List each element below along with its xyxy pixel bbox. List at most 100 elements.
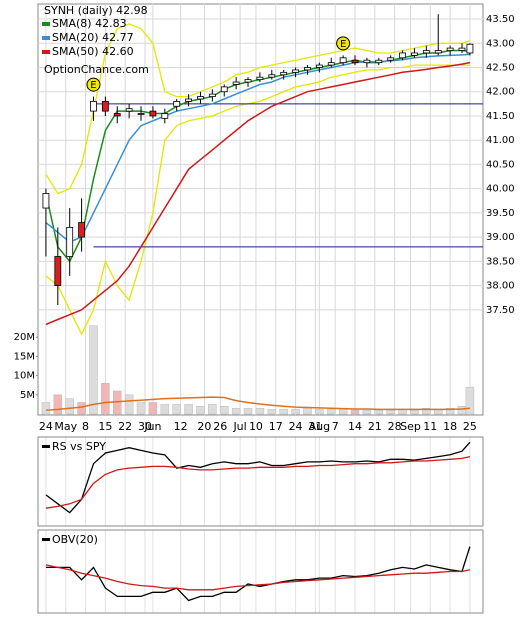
event-marker: [86, 77, 101, 92]
y-tick-label: 38.50: [486, 256, 515, 267]
x-tick-label: Jul: [232, 420, 246, 433]
volume-bar: [243, 407, 253, 415]
volume-bar: [219, 406, 229, 415]
volume-bar: [422, 407, 431, 415]
candle-body: [208, 93, 216, 97]
y-tick-label: 39.50: [486, 208, 515, 219]
x-tick-label: 26: [213, 420, 227, 433]
x-tick-label: 22: [118, 420, 132, 433]
sma-line: [45, 61, 471, 326]
volume-bar: [53, 394, 63, 415]
candle-body: [399, 52, 406, 59]
volume-bar: [445, 407, 455, 415]
candle-body: [173, 101, 181, 107]
x-tick-label: 25: [463, 420, 477, 433]
volume-bar: [89, 325, 98, 415]
volume-bar: [315, 409, 324, 415]
candle-body: [232, 81, 240, 85]
volume-bar: [303, 407, 312, 415]
candle-body: [339, 57, 347, 64]
y-tick-label: 43.00: [486, 38, 515, 49]
x-tick-label: Sep: [400, 420, 421, 433]
watermark: OptionChance.com: [44, 63, 149, 76]
volume-bar: [279, 409, 288, 415]
candle-body: [220, 86, 228, 93]
y-tick-label: 41.50: [486, 111, 515, 122]
x-tick-label: 10: [249, 420, 263, 433]
candle-body: [161, 113, 169, 119]
volume-bar: [255, 407, 265, 415]
candle-body: [42, 193, 50, 209]
band-upper: [45, 23, 471, 195]
candle-body: [256, 76, 264, 81]
candle-body: [422, 50, 430, 54]
x-tick-label: May: [54, 420, 77, 433]
candle-body: [185, 98, 192, 102]
volume-bar: [362, 409, 372, 415]
legend-swatch: [42, 22, 50, 26]
volume-tick-label: 15M: [14, 351, 35, 362]
band-lower: [45, 64, 470, 336]
x-tick-label: 18: [443, 420, 457, 433]
volume-bar: [160, 404, 170, 415]
indicator-title: OBV(20): [52, 533, 98, 546]
y-tick-label: 38.00: [486, 281, 515, 292]
legend-swatch: [42, 50, 50, 54]
candle-body: [244, 79, 252, 83]
x-tick-label: 17: [269, 420, 283, 433]
legend-label: SMA(50) 42.60: [52, 45, 134, 58]
indicator-panel: [37, 436, 484, 527]
volume-tick-label: 10M: [14, 371, 35, 382]
volume-bar: [77, 402, 86, 415]
y-tick-label: 39.00: [486, 232, 515, 243]
x-tick-label: Aug: [309, 420, 330, 433]
x-tick-label: 14: [348, 420, 362, 433]
volume-bar: [196, 406, 205, 415]
indicator-swatch: [42, 538, 50, 541]
legend-label: SMA(8) 42.83: [52, 17, 127, 30]
volume-bar: [65, 398, 74, 415]
volume-bar: [172, 404, 181, 415]
candle-body: [466, 43, 474, 54]
x-tick-label: 21: [368, 420, 382, 433]
candle-body: [268, 74, 276, 78]
x-tick-label: 24: [39, 420, 53, 433]
y-tick-label: 40.00: [486, 184, 515, 195]
y-tick-label: 40.50: [486, 159, 515, 170]
candle-body: [304, 67, 311, 71]
x-tick-label: 20: [197, 420, 211, 433]
y-tick-label: 37.50: [486, 305, 515, 316]
volume-bar: [101, 383, 110, 415]
candle-body: [292, 69, 299, 73]
candle-body: [363, 59, 371, 64]
candle-body: [101, 101, 109, 112]
x-tick-label: 24: [289, 420, 303, 433]
indicator-line: [45, 546, 471, 602]
indicator-line: [45, 441, 471, 514]
indicator-swatch: [42, 445, 50, 448]
candle-body: [375, 59, 383, 64]
candle-body: [458, 47, 466, 51]
volume-bar: [338, 409, 348, 415]
volume-tick-label: 20M: [14, 332, 35, 343]
price-panel: [37, 3, 484, 416]
x-tick-label: Jun: [143, 420, 161, 433]
volume-bar: [410, 409, 419, 415]
legend-swatch: [42, 36, 50, 40]
y-tick-label: 41.00: [486, 135, 515, 146]
volume-bar: [184, 404, 193, 415]
candle-body: [280, 71, 288, 76]
legend-label: SMA(20) 42.77: [52, 31, 134, 44]
candle-body: [90, 101, 97, 112]
indicator-title: RS vs SPY: [52, 440, 106, 453]
volume-bar: [148, 402, 158, 415]
chart-title: SYNH (daily) 42.98: [44, 4, 148, 17]
candle-body: [78, 222, 85, 238]
volume-bar: [41, 402, 51, 415]
y-tick-label: 43.50: [486, 14, 515, 25]
x-tick-label: 8: [82, 420, 89, 433]
candle-body: [113, 113, 121, 117]
x-tick-label: 11: [423, 420, 437, 433]
candle-body: [125, 108, 133, 112]
